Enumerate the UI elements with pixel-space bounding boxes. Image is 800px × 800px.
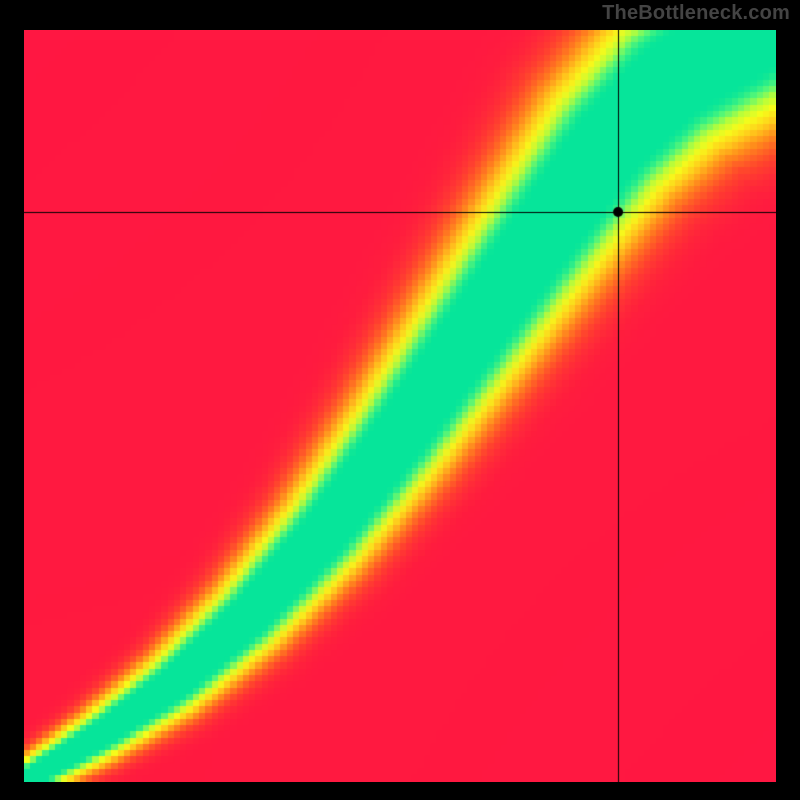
chart-container: TheBottleneck.com <box>0 0 800 800</box>
watermark-text: TheBottleneck.com <box>602 2 790 25</box>
bottleneck-heatmap <box>24 30 776 782</box>
